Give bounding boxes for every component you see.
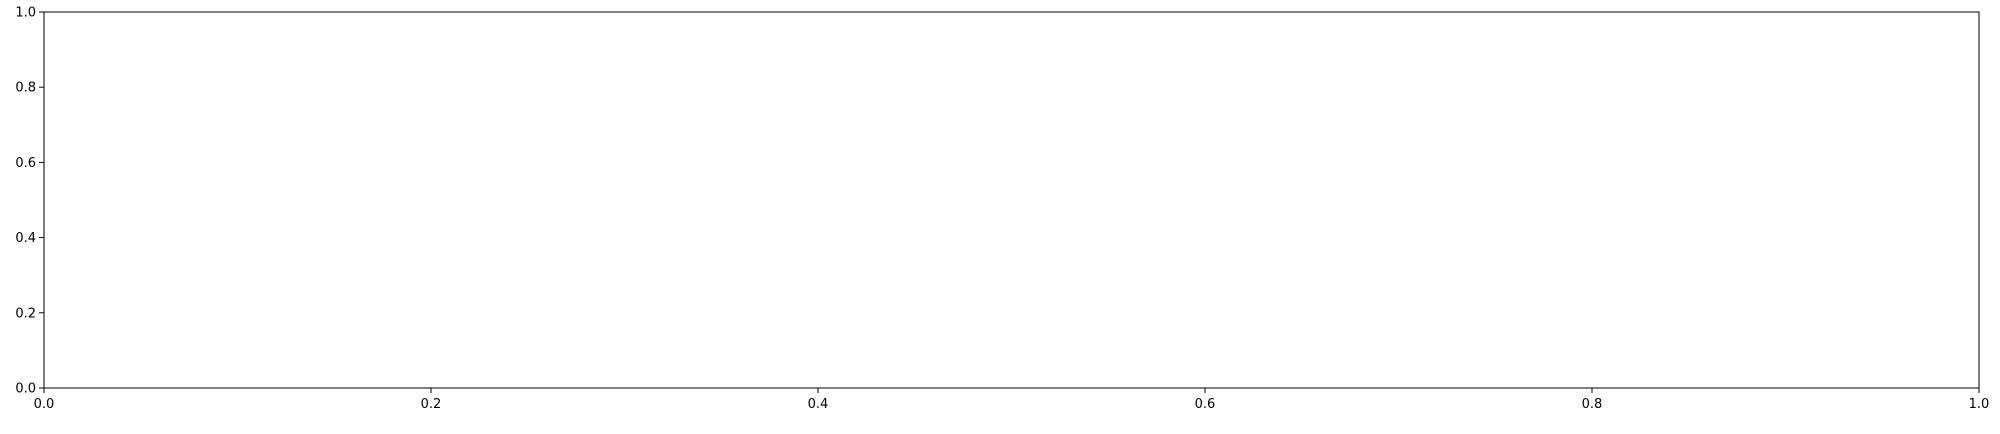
x-tick-label: 0.4 xyxy=(808,397,829,412)
x-tick-label: 0.8 xyxy=(1582,397,1603,412)
x-axis: 0.0 0.2 0.4 0.6 0.8 1.0 xyxy=(34,388,1990,412)
y-tick-label: 0.8 xyxy=(15,81,36,96)
y-tick-label: 0.0 xyxy=(15,382,36,397)
y-tick-label: 1.0 xyxy=(15,6,36,21)
y-axis: 0.0 0.2 0.4 0.6 0.8 1.0 xyxy=(15,6,44,397)
y-tick-label: 0.4 xyxy=(15,231,36,246)
axes-frame xyxy=(43,11,1980,389)
y-tick-label: 0.2 xyxy=(15,306,36,321)
x-tick-label: 1.0 xyxy=(1969,397,1990,412)
y-tick-label: 0.6 xyxy=(15,156,36,171)
x-tick-label: 0.0 xyxy=(34,397,55,412)
x-tick-label: 0.6 xyxy=(1195,397,1216,412)
x-tick-label: 0.2 xyxy=(421,397,442,412)
